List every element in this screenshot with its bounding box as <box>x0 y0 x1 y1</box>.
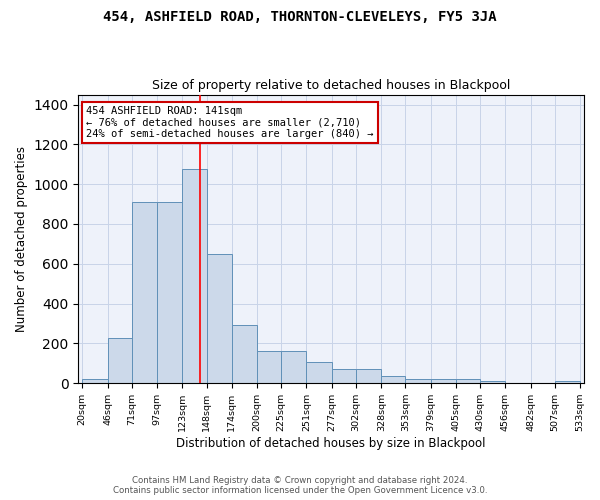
Bar <box>182 169 206 383</box>
Bar <box>232 326 257 383</box>
Bar <box>82 379 107 383</box>
Bar <box>206 254 232 383</box>
Bar <box>307 362 332 383</box>
X-axis label: Distribution of detached houses by size in Blackpool: Distribution of detached houses by size … <box>176 437 486 450</box>
Bar <box>356 370 381 383</box>
Y-axis label: Number of detached properties: Number of detached properties <box>15 146 28 332</box>
Bar <box>480 380 505 383</box>
Bar <box>257 352 281 383</box>
Bar <box>431 379 456 383</box>
Bar <box>157 202 182 383</box>
Bar <box>381 376 406 383</box>
Bar <box>332 370 356 383</box>
Title: Size of property relative to detached houses in Blackpool: Size of property relative to detached ho… <box>152 79 511 92</box>
Bar <box>456 379 480 383</box>
Bar <box>132 202 157 383</box>
Text: Contains HM Land Registry data © Crown copyright and database right 2024.
Contai: Contains HM Land Registry data © Crown c… <box>113 476 487 495</box>
Bar <box>406 379 431 383</box>
Bar <box>555 380 580 383</box>
Bar <box>281 352 307 383</box>
Text: 454 ASHFIELD ROAD: 141sqm
← 76% of detached houses are smaller (2,710)
24% of se: 454 ASHFIELD ROAD: 141sqm ← 76% of detac… <box>86 106 374 139</box>
Bar <box>107 338 132 383</box>
Text: 454, ASHFIELD ROAD, THORNTON-CLEVELEYS, FY5 3JA: 454, ASHFIELD ROAD, THORNTON-CLEVELEYS, … <box>103 10 497 24</box>
